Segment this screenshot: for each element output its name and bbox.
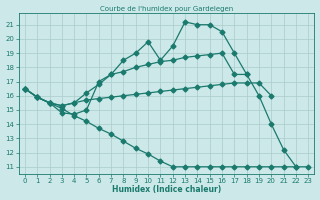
X-axis label: Humidex (Indice chaleur): Humidex (Indice chaleur): [112, 185, 221, 194]
Title: Courbe de l'humidex pour Gardelegen: Courbe de l'humidex pour Gardelegen: [100, 6, 233, 12]
